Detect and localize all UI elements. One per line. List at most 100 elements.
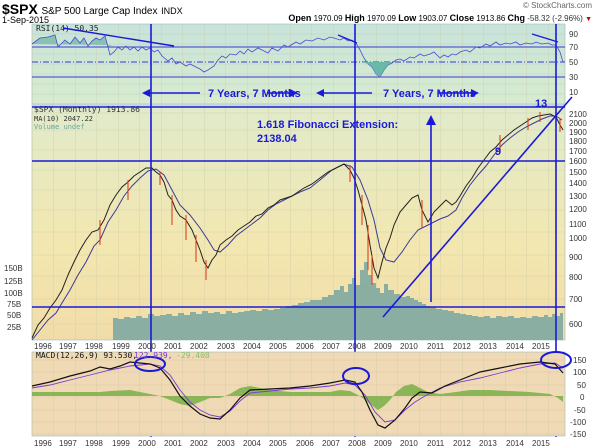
svg-text:-150: -150	[570, 430, 587, 439]
svg-text:125B: 125B	[4, 277, 23, 286]
macd-legend: MACD(12,26,9) 93.530, 122.939, -29.408	[36, 351, 210, 360]
macd-line	[31, 361, 564, 429]
svg-text:2000: 2000	[569, 119, 587, 128]
price-legend: $SPX (Monthly) 1913.86 MA(10) 2047.22 Vo…	[34, 105, 140, 131]
x-axis-bottom: 1996 1997 1998 1999 2000 2001 2002 2003 …	[34, 439, 550, 447]
macd-y-axis: 150 100 50 0 -50 -100 -150	[570, 356, 587, 439]
price-legend-volume: Volume undef	[34, 123, 85, 131]
svg-text:1996: 1996	[34, 439, 52, 447]
svg-text:2008: 2008	[348, 342, 366, 351]
wave-count-9: 9	[495, 146, 501, 158]
svg-text:-100: -100	[570, 418, 587, 427]
svg-text:1999: 1999	[112, 439, 130, 447]
macd-legend-signal: 122.939,	[134, 351, 173, 360]
svg-text:700: 700	[569, 295, 583, 304]
svg-text:1500: 1500	[569, 168, 587, 177]
price-panel: 150B 125B 100B 75B 50B 25B 2100 2000 190…	[4, 96, 587, 341]
svg-text:1997: 1997	[59, 342, 77, 351]
fib-label-line1: 1.618 Fibonacci Extension:	[257, 119, 398, 131]
svg-text:2007: 2007	[322, 342, 340, 351]
price-y-axis: 2100 2000 1900 1800 1700 1600 1500 1400 …	[569, 110, 587, 329]
svg-text:2009: 2009	[374, 342, 392, 351]
chart-title: $SPX S&P 500 Large Cap Index INDX	[2, 1, 183, 17]
svg-text:150: 150	[573, 356, 587, 365]
svg-text:2000: 2000	[138, 342, 156, 351]
svg-text:1600: 1600	[569, 157, 587, 166]
svg-text:2004: 2004	[243, 439, 261, 447]
svg-text:100: 100	[573, 368, 587, 377]
svg-text:7 Years, 7 Months: 7 Years, 7 Months	[208, 88, 301, 100]
wave-count-13: 13	[535, 98, 547, 110]
svg-text:900: 900	[569, 253, 583, 262]
svg-text:2000: 2000	[138, 439, 156, 447]
span-annotation-left: 7 Years, 7 Months	[142, 88, 301, 100]
svg-text:2010: 2010	[400, 439, 418, 447]
close-value: 1913.86	[476, 14, 506, 23]
svg-text:2002: 2002	[190, 342, 208, 351]
symbol: $SPX	[2, 1, 38, 17]
close-label: Close	[449, 13, 475, 23]
svg-text:2005: 2005	[269, 342, 287, 351]
svg-text:2006: 2006	[296, 342, 314, 351]
exchange: INDX	[161, 6, 183, 16]
svg-text:800: 800	[569, 273, 583, 282]
svg-text:2011: 2011	[427, 342, 445, 351]
svg-text:600: 600	[569, 320, 583, 329]
svg-text:70: 70	[569, 43, 578, 52]
svg-text:1998: 1998	[85, 439, 103, 447]
svg-text:0: 0	[580, 393, 585, 402]
svg-text:1300: 1300	[569, 192, 587, 201]
svg-text:2013: 2013	[479, 439, 497, 447]
index-name: S&P 500 Large Cap Index	[41, 6, 158, 17]
svg-text:30: 30	[569, 73, 578, 82]
low-label: Low	[398, 13, 417, 23]
svg-text:2006: 2006	[296, 439, 314, 447]
svg-text:1400: 1400	[569, 179, 587, 188]
svg-text:150B: 150B	[4, 264, 23, 273]
svg-text:2010: 2010	[400, 342, 418, 351]
svg-text:2100: 2100	[569, 110, 587, 119]
low-value: 1903.07	[418, 14, 448, 23]
svg-text:2003: 2003	[217, 439, 235, 447]
svg-text:90: 90	[569, 30, 578, 39]
svg-text:2003: 2003	[217, 342, 235, 351]
svg-text:1900: 1900	[569, 128, 587, 137]
svg-text:2015: 2015	[532, 342, 550, 351]
svg-text:1996: 1996	[34, 342, 52, 351]
open-value: 1970.09	[313, 14, 343, 23]
svg-text:2013: 2013	[479, 342, 497, 351]
svg-text:1997: 1997	[59, 439, 77, 447]
svg-text:50: 50	[577, 381, 586, 390]
svg-text:75B: 75B	[7, 300, 21, 309]
svg-text:2004: 2004	[243, 342, 261, 351]
svg-text:2002: 2002	[190, 439, 208, 447]
svg-text:2015: 2015	[532, 439, 550, 447]
macd-panel: MACD(12,26,9) 93.530, 122.939, -29.408 1…	[31, 351, 587, 439]
macd-legend-macd: MACD(12,26,9) 93.530,	[36, 351, 137, 360]
chart-date: 1-Sep-2015	[2, 15, 50, 25]
svg-text:2014: 2014	[506, 342, 524, 351]
svg-text:2011: 2011	[427, 439, 445, 447]
svg-text:2008: 2008	[348, 439, 366, 447]
price-legend-ma: MA(10) 2047.22	[34, 115, 93, 123]
svg-text:2009: 2009	[374, 439, 392, 447]
ma-line	[31, 115, 563, 341]
svg-text:2005: 2005	[269, 439, 287, 447]
svg-text:2012: 2012	[453, 439, 471, 447]
chg-label: Chg	[507, 13, 526, 23]
svg-text:1998: 1998	[85, 342, 103, 351]
svg-text:1800: 1800	[569, 137, 587, 146]
rsi-y-axis: 90 70 50 30 10	[569, 30, 578, 97]
svg-text:1700: 1700	[569, 147, 587, 156]
svg-text:2014: 2014	[506, 439, 524, 447]
rsi-panel: 90 70 50 30 10 RSI(14) 50.35	[31, 23, 578, 105]
svg-text:10: 10	[569, 88, 578, 97]
macd-legend-hist: -29.408	[176, 351, 210, 360]
svg-text:2012: 2012	[453, 342, 471, 351]
price-line	[31, 113, 564, 339]
svg-text:1999: 1999	[112, 342, 130, 351]
svg-text:2007: 2007	[322, 439, 340, 447]
svg-text:1100: 1100	[569, 220, 587, 229]
svg-text:50B: 50B	[7, 311, 21, 320]
svg-text:25B: 25B	[7, 323, 21, 332]
